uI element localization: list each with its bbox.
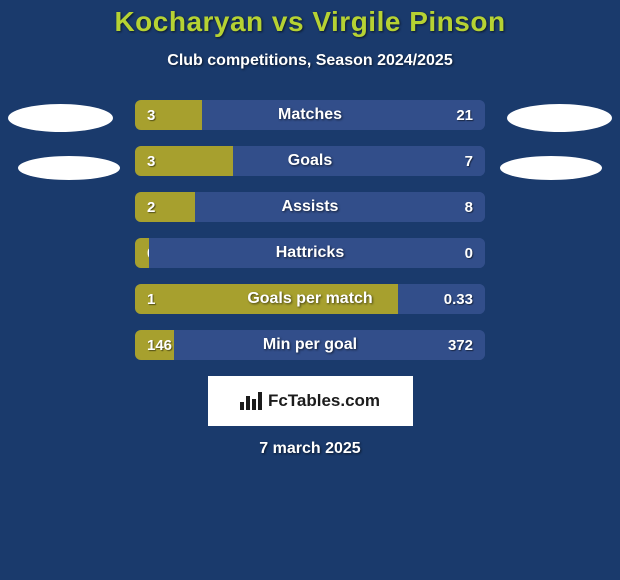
team-badge-left-lower: [18, 156, 120, 180]
stat-value-right: 7: [465, 153, 473, 170]
stat-value-right: 21: [456, 107, 473, 124]
team-badge-right-upper: [507, 104, 612, 132]
stat-row: 10.33Goals per match: [135, 284, 485, 314]
stat-value-right: 0.33: [444, 291, 473, 308]
stat-value-right: 0: [465, 245, 473, 262]
stat-row: 146372Min per goal: [135, 330, 485, 360]
stat-bars: 321Matches37Goals28Assists00Hattricks10.…: [135, 100, 485, 360]
stat-seg-left: 0: [135, 238, 149, 268]
date-text: 7 march 2025: [0, 440, 620, 458]
stat-seg-left: 3: [135, 100, 202, 130]
stat-seg-right: 0: [149, 238, 485, 268]
stat-seg-left: 146: [135, 330, 174, 360]
comparison-container: Kocharyan vs Virgile Pinson Club competi…: [0, 0, 620, 580]
stat-seg-left: 3: [135, 146, 233, 176]
stat-value-left: 1: [147, 291, 155, 308]
stat-row: 00Hattricks: [135, 238, 485, 268]
stat-seg-left: 2: [135, 192, 195, 222]
stats-area: 321Matches37Goals28Assists00Hattricks10.…: [0, 100, 620, 360]
stat-value-left: 3: [147, 107, 155, 124]
stat-value-right: 372: [448, 337, 473, 354]
stat-row: 321Matches: [135, 100, 485, 130]
page-title: Kocharyan vs Virgile Pinson: [0, 6, 620, 38]
stat-seg-right: 7: [233, 146, 485, 176]
stat-value-left: 2: [147, 199, 155, 216]
stat-seg-right: 8: [195, 192, 486, 222]
brand-text: FcTables.com: [268, 391, 380, 411]
brand-box: FcTables.com: [208, 376, 413, 426]
stat-seg-right: 0.33: [398, 284, 486, 314]
team-badge-right-lower: [500, 156, 602, 180]
team-badge-left-upper: [8, 104, 113, 132]
stat-seg-right: 21: [202, 100, 486, 130]
stat-value-left: 3: [147, 153, 155, 170]
stat-value-left: 146: [147, 337, 172, 354]
stat-seg-right: 372: [174, 330, 486, 360]
stat-seg-left: 1: [135, 284, 398, 314]
page-subtitle: Club competitions, Season 2024/2025: [0, 52, 620, 70]
bar-chart-icon: [240, 392, 262, 410]
stat-row: 37Goals: [135, 146, 485, 176]
stat-row: 28Assists: [135, 192, 485, 222]
stat-value-right: 8: [465, 199, 473, 216]
